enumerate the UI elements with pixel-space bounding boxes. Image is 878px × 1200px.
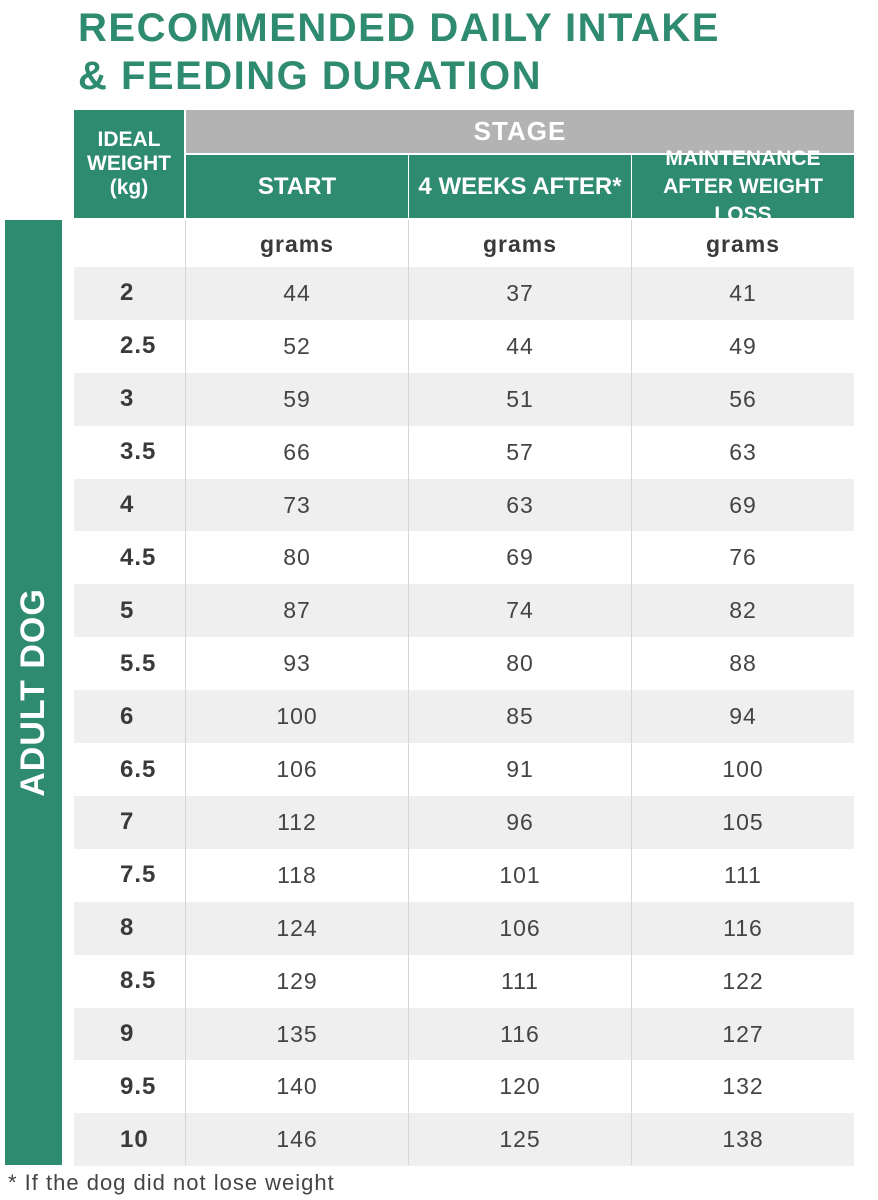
value-cell: 41 <box>729 279 757 306</box>
value-cell: 56 <box>729 385 757 412</box>
value-cell: 94 <box>729 703 757 730</box>
unit-label: grams <box>259 230 335 257</box>
value-cell: 44 <box>506 332 534 359</box>
footnote: * If the dog did not lose weight <box>8 1170 335 1195</box>
weight-cell: 4.5 <box>120 543 157 571</box>
weight-cell: 3.5 <box>120 438 157 466</box>
value-cell: 66 <box>283 438 311 465</box>
value-cell: 76 <box>729 544 757 571</box>
value-cell: 122 <box>722 967 764 994</box>
value-cell: 80 <box>283 544 311 571</box>
unit-label: grams <box>705 230 781 257</box>
value-cell: 37 <box>506 279 534 306</box>
value-cell: 118 <box>277 861 317 888</box>
column-header: MAINTENANCE AFTER WEIGHT LOSS <box>632 147 854 226</box>
weight-cell: 10 <box>120 1125 149 1153</box>
weight-cell: 6.5 <box>120 755 157 783</box>
value-cell: 116 <box>723 914 763 941</box>
row-stripe <box>74 372 854 426</box>
value-cell: 88 <box>729 650 757 677</box>
value-cell: 120 <box>499 1073 541 1100</box>
value-cell: 85 <box>506 703 534 730</box>
stage-header: STAGE <box>186 110 854 153</box>
weight-cell: 3 <box>120 385 135 413</box>
value-cell: 125 <box>499 1126 541 1153</box>
column-divider <box>408 220 409 1165</box>
weight-cell: 5 <box>120 596 135 624</box>
weight-cell: 7 <box>120 808 135 836</box>
row-stripe <box>74 478 854 532</box>
side-band: ADULT DOG <box>5 220 62 1165</box>
column-divider <box>185 220 186 1165</box>
column-header: START <box>186 155 408 218</box>
row-stripe <box>74 1007 854 1061</box>
value-cell: 140 <box>276 1073 318 1100</box>
weight-cell: 6 <box>120 702 135 730</box>
title-line: RECOMMENDED DAILY INTAKE <box>78 6 720 50</box>
weight-cell: 8 <box>120 914 135 942</box>
value-cell: 138 <box>722 1126 764 1153</box>
row-stripe <box>74 690 854 744</box>
row-stripe <box>74 1113 854 1167</box>
value-cell: 57 <box>506 438 534 465</box>
weight-cell: 9.5 <box>120 1072 157 1100</box>
value-cell: 87 <box>283 597 311 624</box>
row-stripe <box>74 584 854 638</box>
value-cell: 112 <box>277 808 317 835</box>
value-cell: 106 <box>276 756 318 783</box>
value-cell: 52 <box>283 332 311 359</box>
row-stripe <box>74 267 854 320</box>
weight-cell: 8.5 <box>120 967 157 995</box>
value-cell: 73 <box>283 491 311 518</box>
column-divider <box>631 220 632 1165</box>
value-cell: 69 <box>506 544 534 571</box>
value-cell: 96 <box>506 808 534 835</box>
weight-cell: 2.5 <box>120 332 157 360</box>
value-cell: 135 <box>276 1020 318 1047</box>
weight-cell: 5.5 <box>120 649 157 677</box>
unit-label: grams <box>482 230 558 257</box>
value-cell: 63 <box>506 491 534 518</box>
value-cell: 100 <box>276 703 318 730</box>
value-cell: 69 <box>729 491 757 518</box>
value-cell: 132 <box>722 1073 764 1100</box>
value-cell: 111 <box>724 861 762 888</box>
weight-cell: 2 <box>120 279 135 307</box>
value-cell: 44 <box>283 279 311 306</box>
value-cell: 146 <box>276 1126 318 1153</box>
value-cell: 129 <box>276 967 318 994</box>
weight-cell: 4 <box>120 491 135 519</box>
value-cell: 124 <box>276 914 318 941</box>
value-cell: 106 <box>499 914 541 941</box>
weight-cell: 9 <box>120 1020 135 1048</box>
value-cell: 91 <box>506 756 534 783</box>
value-cell: 63 <box>729 438 757 465</box>
value-cell: 116 <box>500 1020 540 1047</box>
value-cell: 80 <box>506 650 534 677</box>
row-stripe <box>74 901 854 955</box>
row-stripe <box>74 796 854 849</box>
column-header: 4 WEEKS AFTER* <box>409 155 631 218</box>
weight-header: IDEAL WEIGHT (kg) <box>74 110 184 218</box>
value-cell: 82 <box>729 597 757 624</box>
value-cell: 51 <box>506 385 534 412</box>
value-cell: 74 <box>506 597 534 624</box>
value-cell: 101 <box>499 861 541 888</box>
value-cell: 100 <box>722 756 764 783</box>
weight-cell: 7.5 <box>120 861 157 889</box>
side-label: ADULT DOG <box>14 588 53 797</box>
title-line: & FEEDING DURATION <box>78 54 543 98</box>
value-cell: 111 <box>501 967 539 994</box>
value-cell: 49 <box>729 332 757 359</box>
value-cell: 105 <box>722 808 764 835</box>
value-cell: 93 <box>283 650 311 677</box>
value-cell: 127 <box>722 1020 764 1047</box>
value-cell: 59 <box>283 385 311 412</box>
